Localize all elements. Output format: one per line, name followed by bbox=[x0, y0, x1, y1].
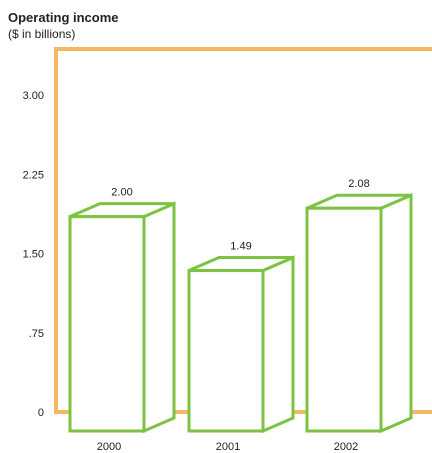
bar-front-face bbox=[68, 215, 146, 433]
bar-2000 bbox=[68, 201, 176, 434]
y-tick-label: 0 bbox=[38, 407, 44, 419]
x-tick-label: 2000 bbox=[97, 441, 121, 453]
data-label: 1.49 bbox=[230, 241, 251, 253]
x-tick-label: 2001 bbox=[216, 441, 240, 453]
bar-front-face bbox=[187, 269, 265, 433]
bar-side-face bbox=[261, 255, 295, 434]
data-label: 2.00 bbox=[111, 187, 132, 199]
x-axis-ticks: 2000 2001 2002 bbox=[97, 441, 358, 453]
bar-front-face bbox=[305, 206, 383, 433]
y-tick-label: 1.50 bbox=[23, 249, 44, 261]
bar-side-face bbox=[142, 201, 176, 434]
chart-title: Operating income bbox=[8, 10, 119, 25]
chart-subtitle: ($ in billions) bbox=[8, 27, 76, 41]
bar-2002 bbox=[305, 192, 413, 434]
data-labels: 2.00 1.49 2.08 bbox=[111, 178, 369, 252]
bar-side-face bbox=[379, 192, 413, 434]
bars bbox=[68, 192, 413, 434]
y-tick-label: .75 bbox=[29, 328, 44, 340]
bar-2001 bbox=[187, 255, 295, 434]
y-tick-label: 2.25 bbox=[23, 169, 44, 181]
y-axis-ticks: 0 .75 1.50 2.25 3.00 bbox=[23, 90, 44, 419]
y-tick-label: 3.00 bbox=[23, 90, 44, 102]
data-label: 2.08 bbox=[348, 178, 369, 190]
x-tick-label: 2002 bbox=[334, 441, 358, 453]
